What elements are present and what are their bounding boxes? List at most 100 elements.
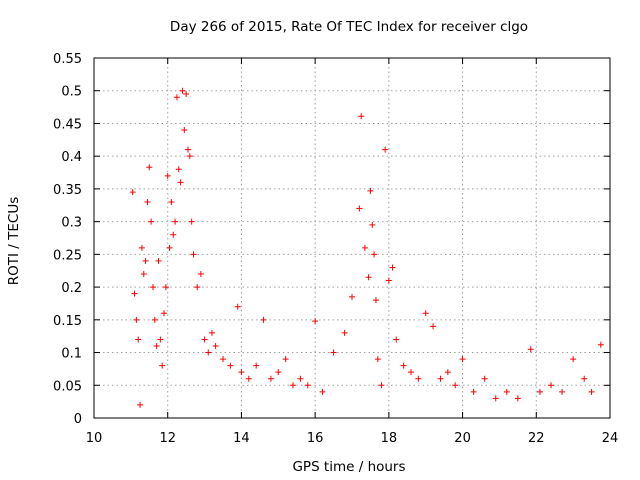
data-point [173, 94, 180, 101]
data-point [177, 179, 184, 186]
data-point [422, 310, 429, 317]
data-point [430, 323, 437, 330]
y-tick-label: 0.3 [61, 216, 82, 231]
data-point [365, 274, 372, 281]
data-point [245, 375, 252, 382]
data-point [148, 218, 155, 225]
data-point [275, 369, 282, 376]
data-point [452, 382, 459, 389]
data-point [559, 388, 566, 395]
data-point [142, 257, 149, 264]
data-point [253, 362, 260, 369]
y-tick-label: 0.15 [53, 314, 82, 329]
data-point [144, 199, 151, 205]
y-tick-label: 0.5 [61, 85, 82, 100]
data-point [312, 318, 319, 325]
y-tick-label: 0.25 [53, 248, 82, 263]
x-tick-label: 10 [86, 431, 103, 446]
data-point [260, 316, 267, 323]
data-point [131, 290, 138, 297]
data-point [183, 91, 190, 97]
x-tick-label: 22 [528, 431, 545, 446]
data-point [186, 153, 193, 160]
data-point [304, 382, 311, 389]
data-point [356, 205, 363, 212]
data-point [548, 382, 555, 389]
data-point [382, 146, 389, 153]
data-point [135, 336, 142, 343]
data-point [481, 375, 488, 382]
data-point [146, 164, 153, 171]
data-point [190, 251, 197, 258]
y-tick-label: 0.35 [53, 183, 82, 198]
data-point [172, 218, 179, 225]
data-point [149, 284, 156, 291]
data-point [492, 395, 499, 402]
data-point [168, 199, 175, 205]
data-point [205, 349, 212, 356]
data-point [374, 356, 381, 363]
data-point [151, 316, 158, 323]
data-point [290, 382, 297, 389]
data-point [129, 189, 136, 196]
data-point [581, 375, 588, 382]
data-point [341, 329, 348, 336]
data-point [162, 284, 169, 291]
data-point [369, 221, 376, 228]
data-point [238, 369, 245, 376]
y-tick-label: 0.05 [53, 379, 82, 394]
data-point [371, 251, 378, 258]
data-point [227, 362, 234, 369]
data-point [389, 264, 396, 271]
data-point [155, 257, 162, 264]
data-point [372, 297, 379, 304]
data-point [415, 375, 422, 382]
ticks [93, 57, 611, 419]
x-tick-label: 12 [159, 431, 176, 446]
x-tick-label: 16 [307, 431, 324, 446]
data-point [208, 329, 215, 336]
y-tick-label: 0.4 [61, 150, 82, 165]
data-point [367, 187, 374, 194]
data-point [138, 244, 145, 251]
x-tick-label: 14 [233, 431, 250, 446]
data-point [170, 231, 177, 238]
x-tick-label: 20 [454, 431, 471, 446]
plot-frame [93, 57, 611, 419]
data-point [527, 346, 534, 353]
chart-title: Day 266 of 2015, Rate Of TEC Index for r… [170, 19, 528, 35]
data-point [166, 244, 173, 251]
data-point [197, 271, 204, 277]
data-point [161, 310, 168, 317]
data-point [588, 388, 595, 395]
data-point [349, 293, 355, 300]
data-point [330, 349, 337, 356]
data-point [597, 341, 604, 348]
data-point [184, 146, 191, 153]
data-point [536, 388, 543, 395]
data-point [164, 172, 171, 179]
data-point [297, 375, 304, 382]
data-point [220, 356, 226, 363]
data-point [234, 303, 241, 310]
data-point [385, 277, 392, 284]
data-point [201, 336, 208, 343]
data-point [444, 369, 451, 376]
x-tick-label: 24 [602, 431, 619, 446]
x-axis-label: GPS time / hours [292, 459, 405, 475]
data-point [212, 343, 219, 349]
data-point [175, 166, 182, 173]
data-point [153, 343, 160, 349]
data-point [282, 356, 289, 363]
data-point [181, 127, 188, 133]
data-point [358, 113, 365, 120]
data-point [133, 316, 140, 323]
data-point [159, 362, 166, 369]
data-series-roti [129, 87, 604, 408]
data-point [470, 388, 477, 395]
data-point [179, 87, 186, 94]
data-point [503, 388, 510, 395]
data-point [407, 369, 414, 376]
